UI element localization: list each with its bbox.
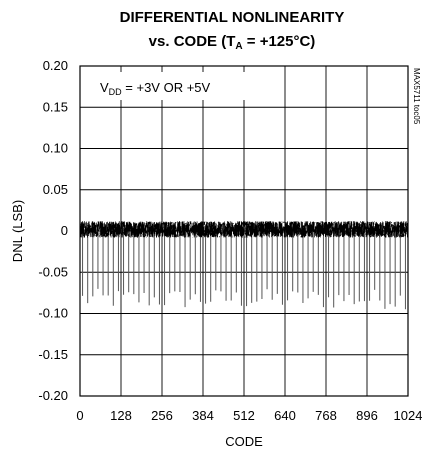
x-tick-label: 640 [274,408,296,423]
y-tick-labels: 0.20 0.15 0.10 0.05 0 -0.05 -0.10 -0.15 -0.20 [38,58,68,403]
chart-title-line1: DIFFERENTIAL NONLINEARITY [120,9,345,26]
x-tick-label: 896 [356,408,378,423]
y-tick-label: 0.05 [43,182,68,197]
y-tick-label: 0.20 [43,58,68,73]
y-tick-label: 0.15 [43,99,68,114]
y-tick-label: -0.15 [38,347,68,362]
x-tick-label: 0 [76,408,83,423]
x-tick-label: 384 [192,408,214,423]
y-tick-label: 0.10 [43,141,68,156]
figure-id-label: MAX5711 toc05 [412,68,421,125]
x-tick-label: 768 [315,408,337,423]
annotation-box [84,72,246,100]
x-tick-label: 1024 [394,408,422,423]
x-tick-label: 256 [151,408,173,423]
y-tick-label: -0.05 [38,264,68,279]
x-axis-label: CODE [225,434,263,449]
y-tick-label: -0.20 [38,388,68,403]
plot-frame [79,65,409,397]
dnl-spikes [82,227,406,310]
x-tick-labels: 0 128 256 384 512 640 768 896 1024 [76,408,422,423]
dnl-baseline [79,221,409,238]
x-tick-label: 512 [233,408,255,423]
supply-annotation: VDD = +3V OR +5V [100,80,211,97]
chart-title-line2: vs. CODE (TA = +125°C) [149,33,316,52]
x-tick-label: 128 [110,408,132,423]
y-tick-label: 0 [61,223,68,238]
y-axis-label: DNL (LSB) [10,200,25,262]
y-tick-label: -0.10 [38,306,68,321]
dnl-trace [79,221,409,310]
